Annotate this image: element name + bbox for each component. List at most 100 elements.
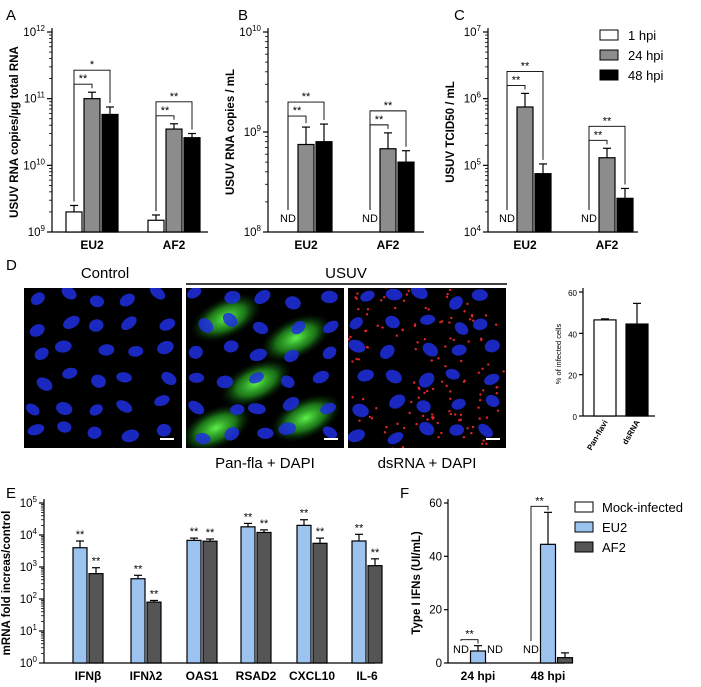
dsrna-dot [478, 399, 482, 402]
dsrna-dot [462, 435, 466, 439]
dsrna-dot [370, 417, 374, 420]
sig-bracket-B [369, 110, 407, 210]
y-tick-label-D: 0 [573, 413, 578, 422]
cell-nucleus [410, 288, 428, 300]
cell-nucleus [449, 424, 465, 436]
x-category-label-E: IFNβ [75, 669, 102, 683]
dsrna-dot [426, 418, 429, 421]
y-tick-label-F: 20 [429, 605, 442, 617]
dsrna-dot [439, 320, 442, 324]
bar-D-Pan-flavi [593, 319, 617, 417]
dsrna-dot [407, 289, 410, 293]
scale-bar-control [160, 438, 174, 440]
dsrna-dot [440, 431, 443, 435]
dsrna-dot [348, 338, 350, 341]
dsrna-dot [477, 371, 481, 374]
bar-A-48hpi [101, 113, 119, 233]
x-category-label-A: AF2 [163, 238, 186, 252]
dsrna-dot [453, 413, 457, 416]
x-category-label-F: 48 hpi [531, 669, 566, 683]
cell-nucleus [285, 296, 301, 310]
dsrna-dot [413, 324, 416, 328]
y-tick-label-E: 100 [20, 655, 38, 670]
nd-label-C: ND [581, 213, 597, 225]
control-image [24, 288, 182, 448]
cell-nucleus [222, 312, 238, 327]
cell-nucleus [257, 427, 274, 439]
x-category-label-E: RSAD2 [236, 669, 277, 683]
cell-nucleus [61, 288, 77, 300]
sig-bracket-A [73, 69, 111, 202]
cell-nucleus [284, 349, 299, 363]
dsrna-dot [368, 415, 372, 419]
cell-nucleus [385, 369, 402, 384]
bar-A-24hpi [165, 128, 183, 233]
dsrna-dot [424, 306, 427, 310]
x-category-label-F: 24 hpi [461, 669, 496, 683]
nd-label-F: ND [487, 644, 503, 656]
dsrna-dot [381, 326, 384, 329]
y-tick-label-A: 1010 [23, 157, 45, 172]
dsrna-dot [448, 409, 451, 413]
panflavi-caption: Pan-fla + DAPI [215, 455, 315, 472]
dsrna-dot [379, 299, 383, 302]
cell-nucleus [121, 429, 140, 443]
bar-A-1hpi [65, 211, 83, 233]
dsrna-dot [445, 295, 449, 299]
sig-bracket-F [530, 505, 549, 641]
cell-nucleus [198, 318, 214, 333]
bar-E-AF2 [367, 565, 383, 664]
sig-label-B: ** [384, 100, 393, 112]
bar-E-EU2 [240, 526, 256, 664]
cell-nucleus [385, 315, 400, 329]
dsrna-dot [450, 316, 453, 320]
dsrna-dot [480, 442, 484, 445]
dsrna-dot [463, 379, 466, 382]
dsrna-dot [471, 425, 475, 429]
dsrna-dot [383, 431, 387, 434]
cell-nucleus [454, 322, 469, 335]
cells-ds [348, 288, 505, 448]
dsrna-dot [459, 413, 463, 417]
dsrna-dot [421, 414, 425, 418]
cell-nucleus [352, 403, 369, 418]
legend-swatch-24hpi [599, 49, 619, 61]
y-axis-label-A: USUV RNA copies/µg total RNA [9, 46, 21, 218]
dsrna-dot [375, 407, 378, 410]
sig-label-B: ** [375, 114, 384, 126]
dsrna-dot [484, 314, 488, 317]
dsrna-dot [391, 447, 394, 448]
bar-C-24hpi [598, 157, 616, 233]
cell-nucleus [157, 340, 174, 355]
cell-nucleus [320, 290, 338, 304]
cell-nucleus [156, 423, 172, 437]
x-category-label-E: OAS1 [186, 669, 219, 683]
cell-nucleus [63, 315, 80, 330]
cell-nucleus [281, 375, 295, 388]
dsrna-dot [355, 357, 358, 361]
cell-nucleus [473, 318, 488, 331]
y-tick-label-D: 40 [568, 330, 577, 339]
dsrna-dot [448, 321, 451, 324]
cell-nucleus [389, 394, 406, 409]
dsrna-dot [470, 313, 474, 317]
sig-bracket-A [155, 101, 193, 211]
dsrna-dot [383, 295, 386, 299]
sig-bracket-B [287, 101, 325, 210]
dsrna-dot [430, 359, 433, 362]
bar-E-AF2 [146, 601, 162, 664]
cell-nucleus [34, 347, 49, 361]
cell-nucleus [422, 342, 438, 357]
dsrna-dot [448, 288, 452, 292]
dsrna-dot [482, 389, 485, 392]
cell-nucleus [188, 372, 205, 383]
dsrna-dot [431, 413, 434, 416]
legend-f: Mock-infected EU2 AF2 [574, 500, 683, 555]
sig-label-E: ** [134, 563, 143, 575]
bar-C-24hpi [516, 106, 534, 233]
cell-nucleus [161, 371, 177, 386]
sig-label-C: ** [603, 115, 612, 127]
bar-B-48hpi [397, 161, 415, 233]
bar-C-48hpi [534, 173, 552, 233]
